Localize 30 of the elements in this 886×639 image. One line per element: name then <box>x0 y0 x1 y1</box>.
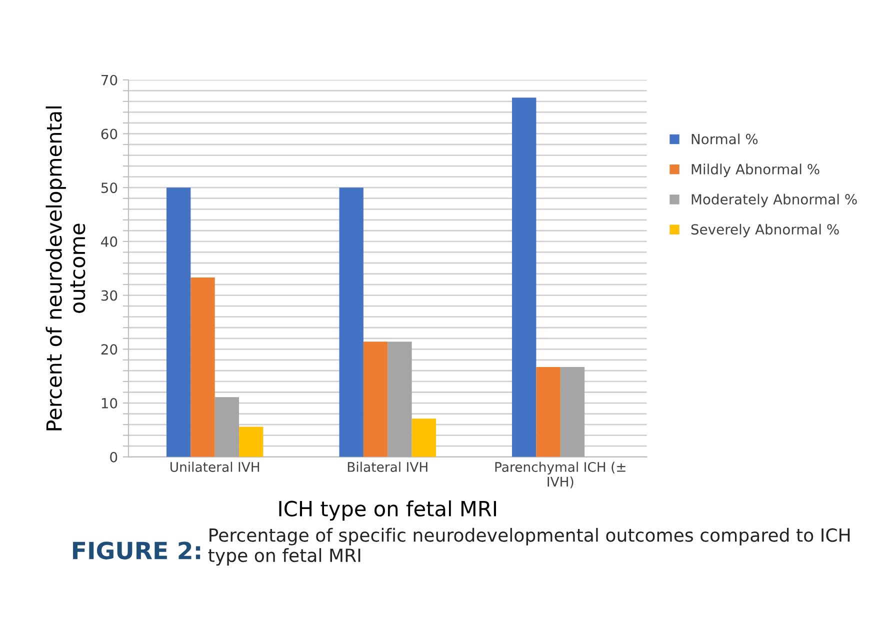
y-tick-label: 70 <box>102 74 118 86</box>
y-tick-label: 50 <box>101 182 118 194</box>
bar <box>412 418 436 457</box>
bar <box>388 342 412 457</box>
x-tick-label: Bilateral IVH <box>348 462 428 472</box>
x-axis-title: ICH type on fetal MRI <box>279 500 496 521</box>
legend-label: Moderately Abnormal % <box>692 194 857 208</box>
bar <box>560 366 585 457</box>
y-tick-label: 20 <box>101 344 118 355</box>
legend-label: Mildly Abnormal % <box>692 164 820 178</box>
bar <box>239 426 264 457</box>
legend-label: Normal % <box>692 134 758 144</box>
caption: FIGURE 2: <box>73 542 200 560</box>
x-tick-label: Unilateral IVH <box>170 462 260 472</box>
bar <box>536 366 560 457</box>
bar <box>363 342 388 457</box>
bar <box>339 188 364 457</box>
legend-label: Severely Abnormal % <box>691 224 839 238</box>
bar <box>166 188 191 457</box>
y-tick-label: 30 <box>101 290 118 301</box>
y-tick-label: 60 <box>101 128 118 140</box>
text: Percentage of specific neurodevelopmental outcomes compared to ICH type on fetal MRI <box>208 528 850 566</box>
bar <box>190 278 215 457</box>
bar <box>214 397 240 457</box>
y-tick-label: 0 <box>110 452 118 462</box>
x-tick-label: Parenchymal ICH (± IVH) <box>495 462 626 488</box>
y-tick-label: 10 <box>102 398 118 408</box>
bar <box>512 98 536 457</box>
y-axis-title: Percent of neurodevelopmental outcome <box>46 106 86 430</box>
y-tick-label: 40 <box>101 236 118 247</box>
